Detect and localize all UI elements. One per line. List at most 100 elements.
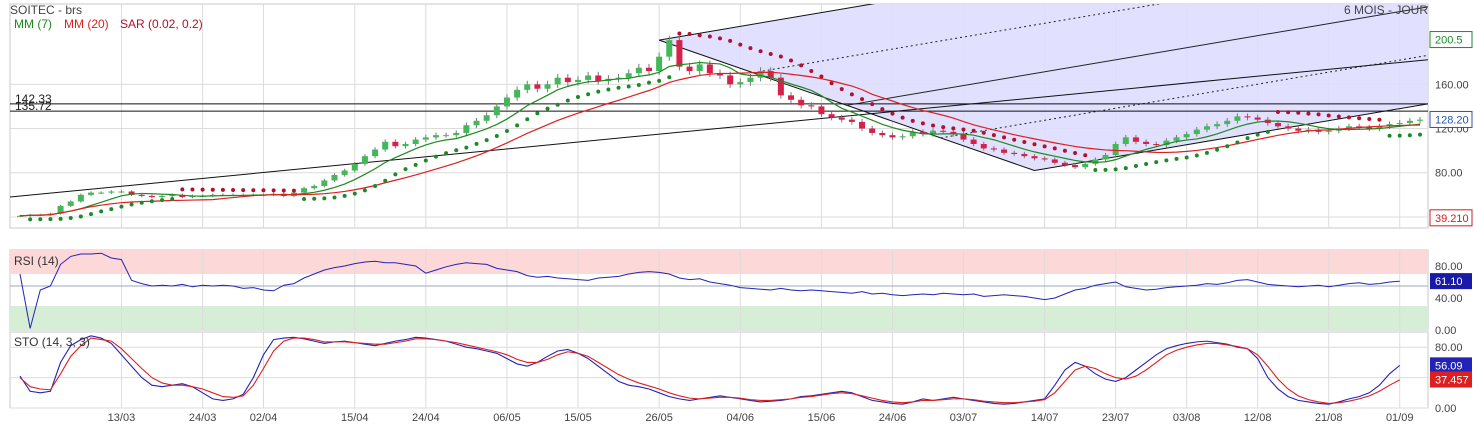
candle-body [828,114,835,118]
sar-dot [1296,110,1301,115]
candle-body [666,40,673,57]
candle-body [554,77,561,85]
sar-dot [383,178,388,183]
sar-dot [657,78,662,83]
sar-dot [809,69,814,74]
x-tick-label: 21/08 [1315,412,1343,424]
candle-body [798,99,805,106]
sar-dot [251,188,256,193]
legend-mm7: MM (7) [14,17,52,31]
channel-median-line [846,6,1428,106]
candle-body [179,194,186,198]
sto-k-line [19,335,1401,405]
trend-line [10,59,1428,198]
sar-dot [748,46,753,51]
candle-body [727,75,734,85]
candle-body [574,79,581,83]
price-tag: 200.5 [1435,35,1463,47]
candle-body [118,191,125,193]
sar-dot [910,118,915,123]
sar-dot [362,188,367,193]
candle-body [1305,129,1312,131]
sar-dot [352,191,357,196]
candle-body [412,139,419,144]
sar-dot [271,188,276,193]
sar-dot [220,187,225,192]
sar-dot [525,117,530,122]
sar-dot [636,82,641,87]
sar-dot [1346,115,1351,120]
sto-tag-box [1430,357,1472,374]
price-tag: 128.20 [1435,114,1469,126]
sar-dot [433,154,438,159]
sto-tag-box [1430,371,1472,388]
sar-dot [1336,114,1341,119]
candle-body [767,71,774,78]
candle-body [615,77,622,79]
sar-dot [941,125,946,130]
channel-fill [659,4,1428,171]
candle-body [859,121,866,129]
x-tick-label: 14/07 [1031,412,1059,424]
candle-body [351,163,358,171]
sar-dot [1113,167,1118,172]
level-label: 142.33 [15,92,52,106]
candle-body [706,64,713,74]
sar-dot [707,34,712,39]
channel-median-line [940,54,1428,139]
rsi-band [10,306,1428,330]
sar-dot [758,49,763,54]
sar-dot [849,92,854,97]
x-tick-label: 15/06 [808,412,836,424]
y-tick-label: 160.00 [1435,79,1469,91]
sar-dot [1144,161,1149,166]
x-tick-label: 02/04 [250,412,278,424]
candle-body [1051,159,1058,163]
x-tick-label: 15/05 [564,412,592,424]
sar-dot [160,198,165,203]
sar-dot [768,51,773,56]
candle-body [869,128,876,133]
sar-dot [971,128,976,133]
candle-body [970,139,977,144]
candle-body [128,191,135,195]
candle-body [1082,163,1089,168]
candle-body [534,84,541,89]
candle-body [77,194,84,202]
sar-dot [545,106,550,111]
sar-dot [403,167,408,172]
x-tick-label: 01/09 [1386,412,1414,424]
sar-dot [291,188,296,193]
candle-body [940,130,947,132]
price-tag-box [1429,110,1473,128]
candle-body [463,125,470,133]
candle-body [1417,119,1423,121]
sar-dot [1174,156,1179,161]
candle-body [960,134,967,140]
candle-body [443,135,450,137]
sar-dot [58,216,63,221]
sar-dot [931,123,936,128]
candle-body [1295,128,1302,131]
candle-body [1366,127,1373,129]
sar-dot [68,215,73,220]
candle-body [645,67,652,72]
sto-tag: 37.457 [1435,375,1469,387]
candle-body [392,141,399,147]
x-tick-label: 12/08 [1244,412,1272,424]
y-tick-label: 80.00 [1435,168,1463,180]
candle-body [899,136,906,138]
sar-dot [1357,116,1362,121]
sar-dot [575,95,580,100]
sar-dot [728,38,733,43]
sar-dot [281,188,286,193]
sar-dot [99,209,104,214]
candle-body [889,135,896,138]
sar-dot [454,148,459,153]
candle-body [1112,144,1119,156]
sar-dot [667,75,672,80]
candle-body [1011,152,1018,154]
sar-dot [423,158,428,163]
candle-body [321,180,328,186]
candle-body [788,95,795,100]
